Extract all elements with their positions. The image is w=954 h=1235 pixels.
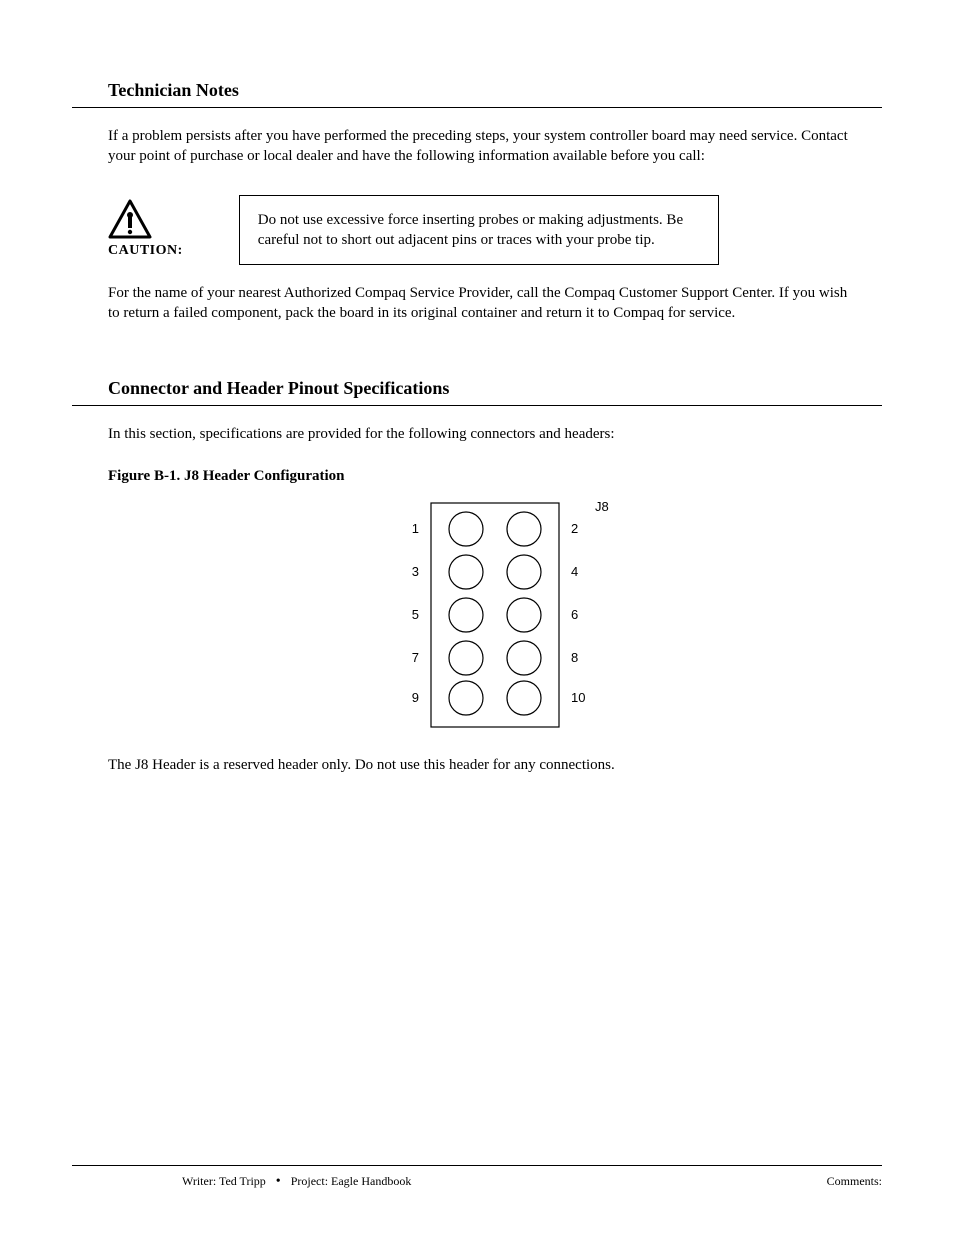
pin-8-label: 8 bbox=[571, 650, 578, 665]
section-title-technician-notes: Technician Notes bbox=[72, 80, 882, 101]
figure-block: Figure B-1. J8 Header Configuration 1 3 … bbox=[108, 468, 882, 737]
pin-3-label: 3 bbox=[412, 564, 419, 579]
section-rule-2 bbox=[72, 405, 882, 406]
connector-label: J8 bbox=[595, 499, 609, 514]
caution-label: CAUTION: bbox=[108, 243, 183, 259]
footer-writer: Writer: Ted Tripp bbox=[182, 1174, 266, 1189]
footer-comments: Comments: bbox=[827, 1174, 882, 1189]
caution-box: Do not use excessive force inserting pro… bbox=[239, 195, 719, 266]
j8-description: The J8 Header is a reserved header only.… bbox=[108, 755, 848, 775]
caution-block: CAUTION: Do not use excessive force inse… bbox=[108, 195, 882, 266]
connector-intro: In this section, specifications are prov… bbox=[108, 424, 848, 444]
figure-caption: Figure B-1. J8 Header Configuration bbox=[108, 468, 882, 485]
section-title-connector: Connector and Header Pinout Specificatio… bbox=[72, 378, 882, 399]
pin-2-label: 2 bbox=[571, 521, 578, 536]
caution-left: CAUTION: bbox=[108, 195, 183, 259]
footer-separator: • bbox=[276, 1175, 281, 1189]
pin-4-label: 4 bbox=[571, 564, 578, 579]
section-connector-pinout: Connector and Header Pinout Specificatio… bbox=[72, 378, 882, 406]
page: Technician Notes If a problem persists a… bbox=[0, 0, 954, 1235]
pin-7-label: 7 bbox=[412, 650, 419, 665]
section-rule bbox=[72, 107, 882, 108]
pin-9-label: 9 bbox=[412, 690, 419, 705]
footer-rule bbox=[72, 1165, 882, 1166]
pin-5-label: 5 bbox=[412, 607, 419, 622]
tech-notes-para1: If a problem persists after you have per… bbox=[108, 126, 848, 167]
footer-row: Writer: Ted Tripp • Project: Eagle Handb… bbox=[72, 1174, 882, 1189]
footer-project: Project: Eagle Handbook bbox=[291, 1174, 412, 1189]
j8-header-diagram: 1 3 5 7 9 2 4 6 8 10 J8 bbox=[365, 497, 625, 737]
pin-6-label: 6 bbox=[571, 607, 578, 622]
pin-1-label: 1 bbox=[412, 521, 419, 536]
pin-10-label: 10 bbox=[571, 690, 585, 705]
page-footer: Writer: Ted Tripp • Project: Eagle Handb… bbox=[72, 1165, 882, 1189]
section-technician-notes: Technician Notes bbox=[72, 80, 882, 108]
tech-notes-para2: For the name of your nearest Authorized … bbox=[108, 283, 848, 324]
warning-icon bbox=[108, 199, 152, 239]
